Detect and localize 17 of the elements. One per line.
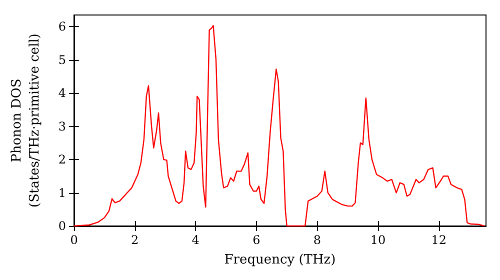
line-series	[73, 25, 486, 227]
x-tick-label: 8	[313, 233, 322, 247]
x-tick-label: 12	[431, 233, 447, 247]
y-tick-label: 2	[58, 152, 66, 167]
y-tick-label: 5	[58, 52, 66, 67]
x-axis-title: Frequency (THz)	[224, 252, 336, 268]
y-tick-label: 3	[58, 119, 66, 134]
x-tick-label: 0	[70, 233, 78, 247]
y-tick-label: 0	[58, 219, 66, 233]
x-tick-label: 6	[252, 233, 260, 247]
y-tick-label: 4	[58, 86, 66, 100]
x-tick-label: 10	[370, 233, 386, 247]
x-tick-label: 2	[130, 233, 139, 247]
y-tick-label: 6	[58, 20, 66, 34]
y-tick-label: 1	[58, 186, 66, 200]
x-tick-label: 4	[192, 233, 200, 247]
y-axis-title: Phonon DOS (States/THz·primitive cell)	[10, 33, 42, 208]
